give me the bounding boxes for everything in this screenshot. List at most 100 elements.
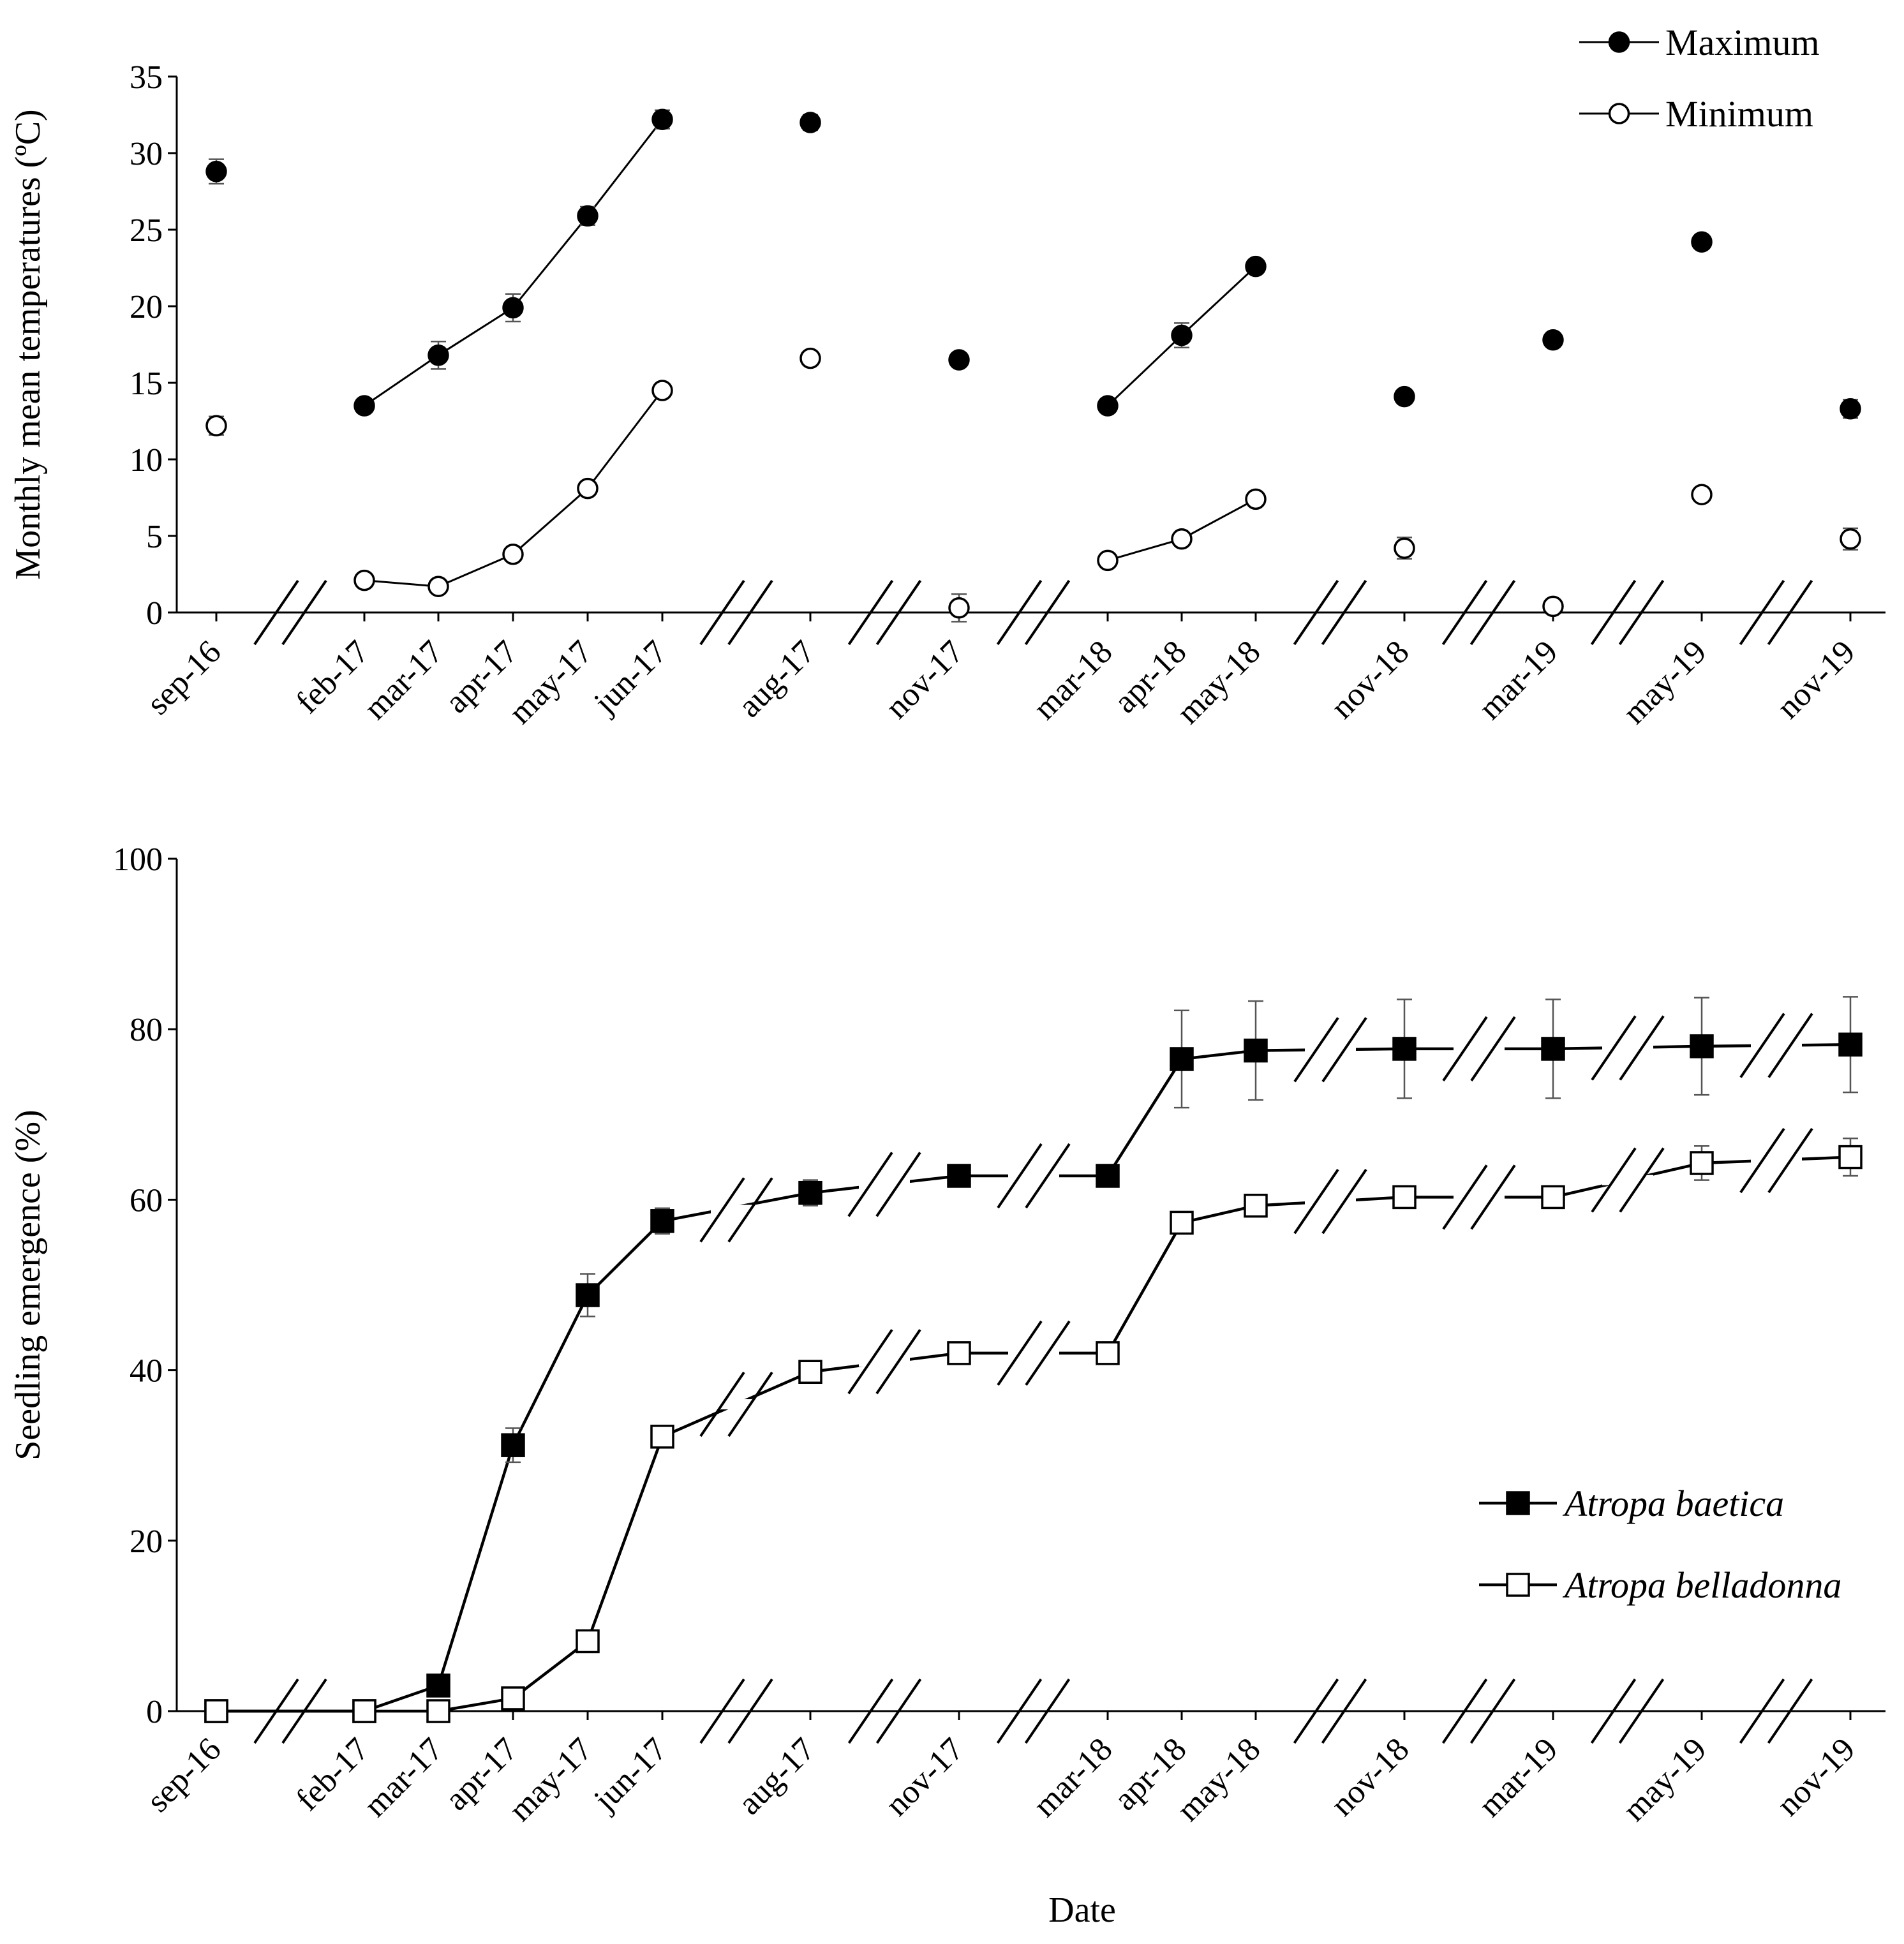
- data-point: [501, 1433, 525, 1457]
- axis-break-mark: [996, 1678, 1043, 1744]
- line-break-mark: [1442, 1164, 1488, 1230]
- line-break-mark: [1442, 1016, 1488, 1082]
- y-axis-title: Monthly mean temperatures (ºC): [8, 109, 48, 579]
- line-break-mark: [875, 1152, 921, 1217]
- data-point: [650, 1425, 674, 1449]
- axis-break-mark: [1321, 579, 1367, 646]
- legend-label: Minimum: [1665, 93, 1813, 135]
- x-tick-label: may-17: [502, 634, 600, 731]
- x-tick-label: mar-19: [1472, 1731, 1565, 1824]
- axis-break-mark: [1590, 579, 1637, 646]
- data-point: [576, 1629, 600, 1654]
- axis-break-mark: [1024, 579, 1071, 646]
- data-point: [1541, 1185, 1565, 1210]
- data-point: [1245, 255, 1267, 278]
- legend-marker: [1608, 103, 1630, 124]
- data-point: [1691, 231, 1713, 253]
- data-point: [1097, 395, 1119, 417]
- x-tick-label: mar-19: [1472, 634, 1565, 727]
- x-tick-label: nov-19: [1770, 1731, 1862, 1823]
- axis-break-mark: [727, 1678, 773, 1744]
- data-point: [1096, 1164, 1120, 1188]
- x-tick-label: may-19: [1616, 634, 1714, 731]
- axis-break-mark: [1469, 579, 1516, 646]
- axis-break-mark: [1293, 1678, 1339, 1744]
- data-point: [576, 1283, 600, 1307]
- line-break-mark: [1293, 1017, 1339, 1083]
- axis-break-mark: [1618, 579, 1665, 646]
- line-break-mark: [875, 1329, 921, 1395]
- x-tick-label: may-17: [502, 1731, 600, 1829]
- data-point: [1838, 1145, 1863, 1169]
- x-tick-label: aug-17: [731, 634, 822, 724]
- data-point: [428, 345, 449, 366]
- data-point: [947, 1341, 971, 1365]
- y-tick-label: 20: [130, 289, 163, 325]
- data-point: [948, 597, 970, 619]
- line-break-mark: [997, 1320, 1043, 1386]
- axis-break-mark: [699, 1678, 745, 1744]
- x-tick-label: mar-18: [1027, 1731, 1120, 1824]
- x-tick-label: nov-18: [1324, 1731, 1416, 1823]
- line-break-mark: [727, 1177, 773, 1243]
- data-point: [1170, 1047, 1194, 1071]
- axis-break-mark: [1024, 1678, 1071, 1744]
- axis-break-mark: [1618, 1678, 1665, 1744]
- y-axis-title: Seedling emergence (%): [8, 1109, 48, 1460]
- y-tick-label: 20: [130, 1524, 163, 1560]
- data-point: [1171, 324, 1193, 346]
- y-tick-label: 0: [146, 1694, 163, 1730]
- data-point: [1394, 385, 1415, 408]
- axis-break-mark: [281, 579, 327, 646]
- x-tick-label: sep-16: [140, 1731, 228, 1819]
- data-point: [426, 1673, 450, 1698]
- line-break-mark: [1619, 1015, 1665, 1081]
- data-point: [353, 569, 375, 591]
- line-break-mark: [1025, 1320, 1071, 1386]
- data-point: [650, 1209, 674, 1233]
- data-point: [947, 1164, 971, 1188]
- line-break-mark: [1591, 1147, 1637, 1213]
- series-line: [216, 1042, 1851, 1713]
- data-point: [1392, 1185, 1417, 1210]
- axis-break-mark: [1321, 1678, 1367, 1744]
- data-point: [1244, 1038, 1268, 1063]
- data-point: [948, 349, 970, 371]
- legend-label: Maximum: [1665, 22, 1820, 63]
- data-point: [501, 1686, 525, 1710]
- data-point: [502, 297, 524, 319]
- line-break-mark: [847, 1152, 893, 1217]
- line-break-mark: [1025, 1143, 1071, 1209]
- data-point: [1394, 537, 1415, 559]
- data-point: [502, 544, 524, 565]
- y-tick-label: 100: [113, 842, 163, 878]
- x-tick-label: mar-17: [357, 1731, 450, 1824]
- x-tick-label: jun-17: [586, 1731, 674, 1819]
- y-tick-label: 0: [146, 595, 163, 632]
- data-point: [1690, 1034, 1714, 1058]
- y-tick-label: 60: [130, 1182, 163, 1219]
- axis-break-mark: [699, 579, 745, 646]
- line-break-mark: [1470, 1164, 1516, 1230]
- line-break-mark: [1767, 1127, 1813, 1194]
- data-point: [577, 205, 599, 227]
- data-point: [1245, 488, 1267, 510]
- legend-label: Atropa belladonna: [1562, 1564, 1841, 1606]
- y-tick-label: 40: [130, 1353, 163, 1390]
- data-point: [352, 1699, 376, 1723]
- axis-break-mark: [727, 579, 773, 646]
- line-break-mark: [1767, 1013, 1813, 1078]
- y-tick-label: 25: [130, 212, 163, 249]
- data-point: [651, 108, 673, 130]
- legend-label: Atropa baetica: [1562, 1483, 1784, 1524]
- data-point: [1542, 595, 1564, 618]
- data-point: [1691, 484, 1713, 505]
- data-point: [1097, 549, 1119, 572]
- data-point: [1840, 528, 1861, 550]
- x-tick-label: nov-18: [1324, 634, 1416, 725]
- y-tick-label: 15: [130, 366, 163, 402]
- legend-marker: [1608, 31, 1630, 53]
- data-point: [1690, 1151, 1714, 1175]
